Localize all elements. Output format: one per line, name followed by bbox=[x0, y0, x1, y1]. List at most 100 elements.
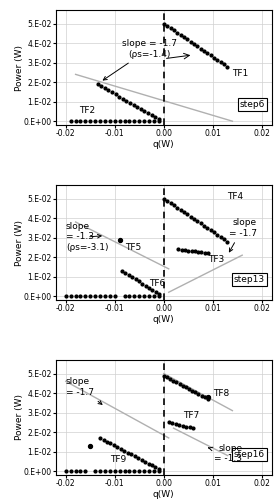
Point bbox=[196, 248, 200, 256]
Point bbox=[190, 386, 194, 394]
Point bbox=[124, 96, 129, 104]
Point bbox=[122, 292, 127, 300]
Point bbox=[171, 376, 176, 384]
Point bbox=[165, 22, 169, 30]
Point bbox=[142, 117, 146, 125]
Text: TF5: TF5 bbox=[125, 244, 141, 252]
Point bbox=[153, 113, 158, 121]
Point bbox=[157, 115, 161, 123]
Point bbox=[202, 222, 206, 230]
Point bbox=[135, 103, 139, 111]
Point bbox=[157, 467, 161, 475]
Point bbox=[120, 267, 124, 275]
Point bbox=[73, 117, 78, 125]
Point bbox=[199, 44, 203, 52]
Point bbox=[103, 117, 107, 125]
Point bbox=[168, 24, 173, 32]
Point bbox=[175, 28, 179, 36]
Text: TF8: TF8 bbox=[213, 389, 229, 398]
Point bbox=[182, 33, 186, 41]
Point bbox=[173, 420, 178, 428]
Point bbox=[115, 443, 120, 451]
Point bbox=[157, 290, 161, 298]
Point bbox=[165, 373, 169, 381]
Point bbox=[117, 236, 122, 244]
Point bbox=[192, 215, 196, 223]
Point bbox=[103, 467, 107, 475]
Point bbox=[187, 385, 191, 393]
Point bbox=[73, 467, 78, 475]
Point bbox=[113, 90, 118, 98]
Point bbox=[172, 202, 176, 209]
Point bbox=[119, 445, 123, 453]
Text: TF2: TF2 bbox=[79, 106, 95, 114]
Point bbox=[222, 60, 227, 68]
Point bbox=[127, 117, 132, 125]
Point bbox=[132, 452, 137, 460]
Point bbox=[206, 395, 210, 403]
Point bbox=[178, 206, 183, 214]
Point bbox=[78, 117, 83, 125]
Point bbox=[129, 450, 134, 458]
Point bbox=[153, 288, 158, 296]
Point bbox=[150, 286, 155, 294]
Point bbox=[215, 230, 220, 238]
Point bbox=[188, 212, 193, 220]
Point bbox=[152, 117, 156, 125]
Text: step16: step16 bbox=[234, 450, 265, 459]
Point bbox=[147, 284, 151, 292]
Point bbox=[127, 292, 132, 300]
Point bbox=[193, 248, 197, 256]
Point bbox=[108, 467, 112, 475]
Point bbox=[177, 421, 181, 429]
Point bbox=[182, 208, 186, 216]
Point bbox=[185, 36, 190, 44]
Point bbox=[219, 58, 223, 66]
Point bbox=[123, 269, 128, 277]
Point bbox=[192, 40, 196, 48]
Text: TF6: TF6 bbox=[149, 278, 165, 287]
Point bbox=[177, 380, 182, 388]
Point bbox=[202, 393, 207, 401]
Point bbox=[139, 105, 143, 113]
Point bbox=[188, 424, 192, 432]
Point bbox=[121, 94, 125, 102]
Point bbox=[150, 111, 154, 119]
Point bbox=[165, 197, 169, 205]
Point bbox=[146, 109, 150, 117]
Point bbox=[98, 434, 102, 442]
Point bbox=[68, 117, 73, 125]
Text: step13: step13 bbox=[234, 275, 265, 284]
Point bbox=[176, 246, 181, 254]
Point bbox=[142, 292, 146, 300]
Text: TF9: TF9 bbox=[110, 456, 126, 464]
Point bbox=[133, 276, 138, 283]
Text: TF3: TF3 bbox=[208, 255, 224, 264]
Point bbox=[117, 467, 122, 475]
Point bbox=[147, 467, 151, 475]
Point bbox=[191, 424, 195, 432]
Point bbox=[83, 467, 88, 475]
Point bbox=[157, 292, 161, 300]
Text: slope
= -1.7: slope = -1.7 bbox=[66, 378, 102, 404]
Point bbox=[152, 467, 156, 475]
Point bbox=[98, 292, 102, 300]
Point bbox=[199, 248, 204, 256]
Point bbox=[184, 383, 188, 391]
X-axis label: q(W): q(W) bbox=[153, 140, 175, 148]
Y-axis label: Power (W): Power (W) bbox=[15, 220, 24, 266]
Point bbox=[180, 422, 185, 430]
Point bbox=[225, 62, 230, 70]
Point bbox=[179, 246, 184, 254]
Text: slope
= -1.3: slope = -1.3 bbox=[209, 444, 242, 463]
Point bbox=[199, 392, 204, 400]
Point bbox=[222, 236, 227, 244]
Text: slope
= -1.3
(ρs=-3.1): slope = -1.3 (ρs=-3.1) bbox=[66, 222, 108, 252]
Point bbox=[64, 467, 68, 475]
Point bbox=[68, 467, 73, 475]
Point bbox=[185, 210, 190, 218]
Point bbox=[122, 117, 127, 125]
Point bbox=[188, 38, 193, 46]
Point bbox=[166, 418, 171, 426]
Text: step6: step6 bbox=[240, 100, 265, 109]
